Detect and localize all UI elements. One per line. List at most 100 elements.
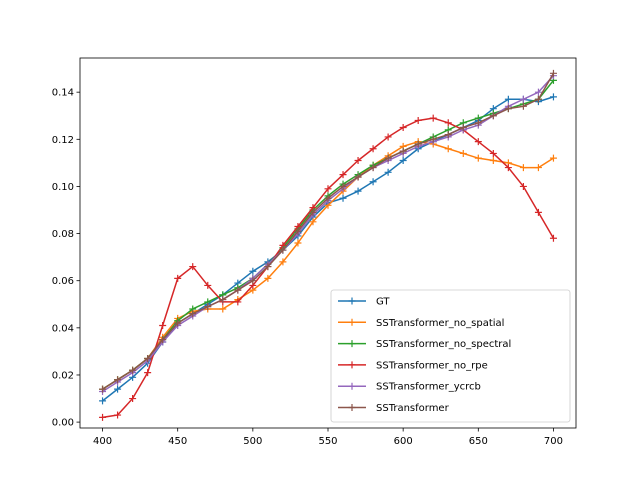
data-point <box>399 124 407 132</box>
data-point <box>159 336 167 344</box>
series-SSTransformer_no_rpe <box>99 114 557 421</box>
data-point <box>444 145 452 153</box>
y-tick-label: 0.14 <box>52 88 74 99</box>
data-point <box>294 239 302 247</box>
data-point <box>474 154 482 162</box>
data-point <box>444 119 452 127</box>
data-point <box>414 116 422 124</box>
data-point <box>348 361 356 369</box>
data-point <box>534 88 542 96</box>
data-point <box>549 69 557 77</box>
data-point <box>264 274 272 282</box>
data-point <box>399 157 407 165</box>
data-point <box>249 267 257 275</box>
data-point <box>189 310 197 318</box>
x-tick-label: 650 <box>469 436 488 447</box>
data-point <box>144 354 152 362</box>
data-point <box>324 194 332 202</box>
data-point <box>459 149 467 157</box>
data-point <box>129 395 137 403</box>
data-point <box>249 277 257 285</box>
data-point <box>549 93 557 101</box>
series-layer <box>99 69 557 421</box>
data-point <box>144 369 152 377</box>
data-point <box>99 385 107 393</box>
data-point <box>489 157 497 165</box>
legend-label: SSTransformer <box>376 403 450 414</box>
data-point <box>489 112 497 120</box>
data-point <box>354 187 362 195</box>
data-point <box>189 263 197 271</box>
data-point <box>309 208 317 216</box>
data-point <box>444 131 452 139</box>
legend-box <box>330 289 571 423</box>
data-point <box>354 157 362 165</box>
legend: GT SSTransformer_no_spatial SSTransformer_… <box>330 289 571 423</box>
data-point <box>348 382 356 390</box>
data-point <box>549 234 557 242</box>
data-point <box>519 164 527 172</box>
data-point <box>519 102 527 110</box>
data-point <box>474 119 482 127</box>
data-point <box>348 404 356 411</box>
data-point <box>204 303 212 311</box>
data-point <box>534 208 542 216</box>
series-SSTransformer <box>99 69 557 393</box>
data-point <box>234 298 242 306</box>
y-tick-label: 0.06 <box>52 276 74 287</box>
data-point <box>459 124 467 132</box>
data-point <box>324 185 332 193</box>
data-point <box>159 321 167 329</box>
x-tick-label: 450 <box>168 436 187 447</box>
data-point <box>204 281 212 289</box>
data-point <box>339 171 347 179</box>
y-tick-label: 0.04 <box>52 323 74 334</box>
data-point <box>519 182 527 190</box>
data-point <box>219 305 227 313</box>
data-point <box>414 140 422 148</box>
data-point <box>369 164 377 172</box>
data-point <box>429 135 437 143</box>
x-tick-label: 700 <box>544 436 563 447</box>
x-tick-label: 550 <box>318 436 337 447</box>
data-point <box>174 274 182 282</box>
data-point <box>384 154 392 162</box>
data-point <box>504 164 512 172</box>
data-point <box>99 397 107 405</box>
data-point <box>339 182 347 190</box>
data-point <box>294 227 302 235</box>
data-point <box>534 164 542 172</box>
data-point <box>429 114 437 122</box>
y-tick-label: 0.10 <box>52 182 74 193</box>
data-point <box>504 95 512 103</box>
data-point <box>174 319 182 327</box>
x-tick-label: 500 <box>243 436 262 447</box>
legend-label: SSTransformer_no_spectral <box>376 339 511 350</box>
data-point <box>399 147 407 155</box>
data-point <box>348 297 356 305</box>
y-tick-label: 0.02 <box>52 370 74 381</box>
data-point <box>489 149 497 157</box>
data-point <box>114 385 122 393</box>
axes-layer: 400 450 500 550 600 650 700 0.00 0.02 0.04 0.06 0.0… <box>52 88 563 447</box>
data-point <box>219 296 227 304</box>
data-point <box>279 258 287 266</box>
y-tick-label: 0.00 <box>52 418 74 429</box>
data-point <box>264 263 272 271</box>
data-point <box>354 173 362 181</box>
data-point <box>309 218 317 226</box>
data-point <box>99 413 107 421</box>
data-point <box>114 411 122 419</box>
data-point <box>348 340 356 348</box>
data-point <box>348 318 356 326</box>
data-point <box>234 286 242 294</box>
data-point <box>384 133 392 141</box>
data-point <box>129 366 137 374</box>
data-point <box>339 194 347 202</box>
legend-label: SSTransformer_no_spatial <box>376 318 504 329</box>
data-point <box>534 95 542 103</box>
legend-label: GT <box>376 297 390 308</box>
x-tick-label: 600 <box>394 436 413 447</box>
data-point <box>474 138 482 146</box>
